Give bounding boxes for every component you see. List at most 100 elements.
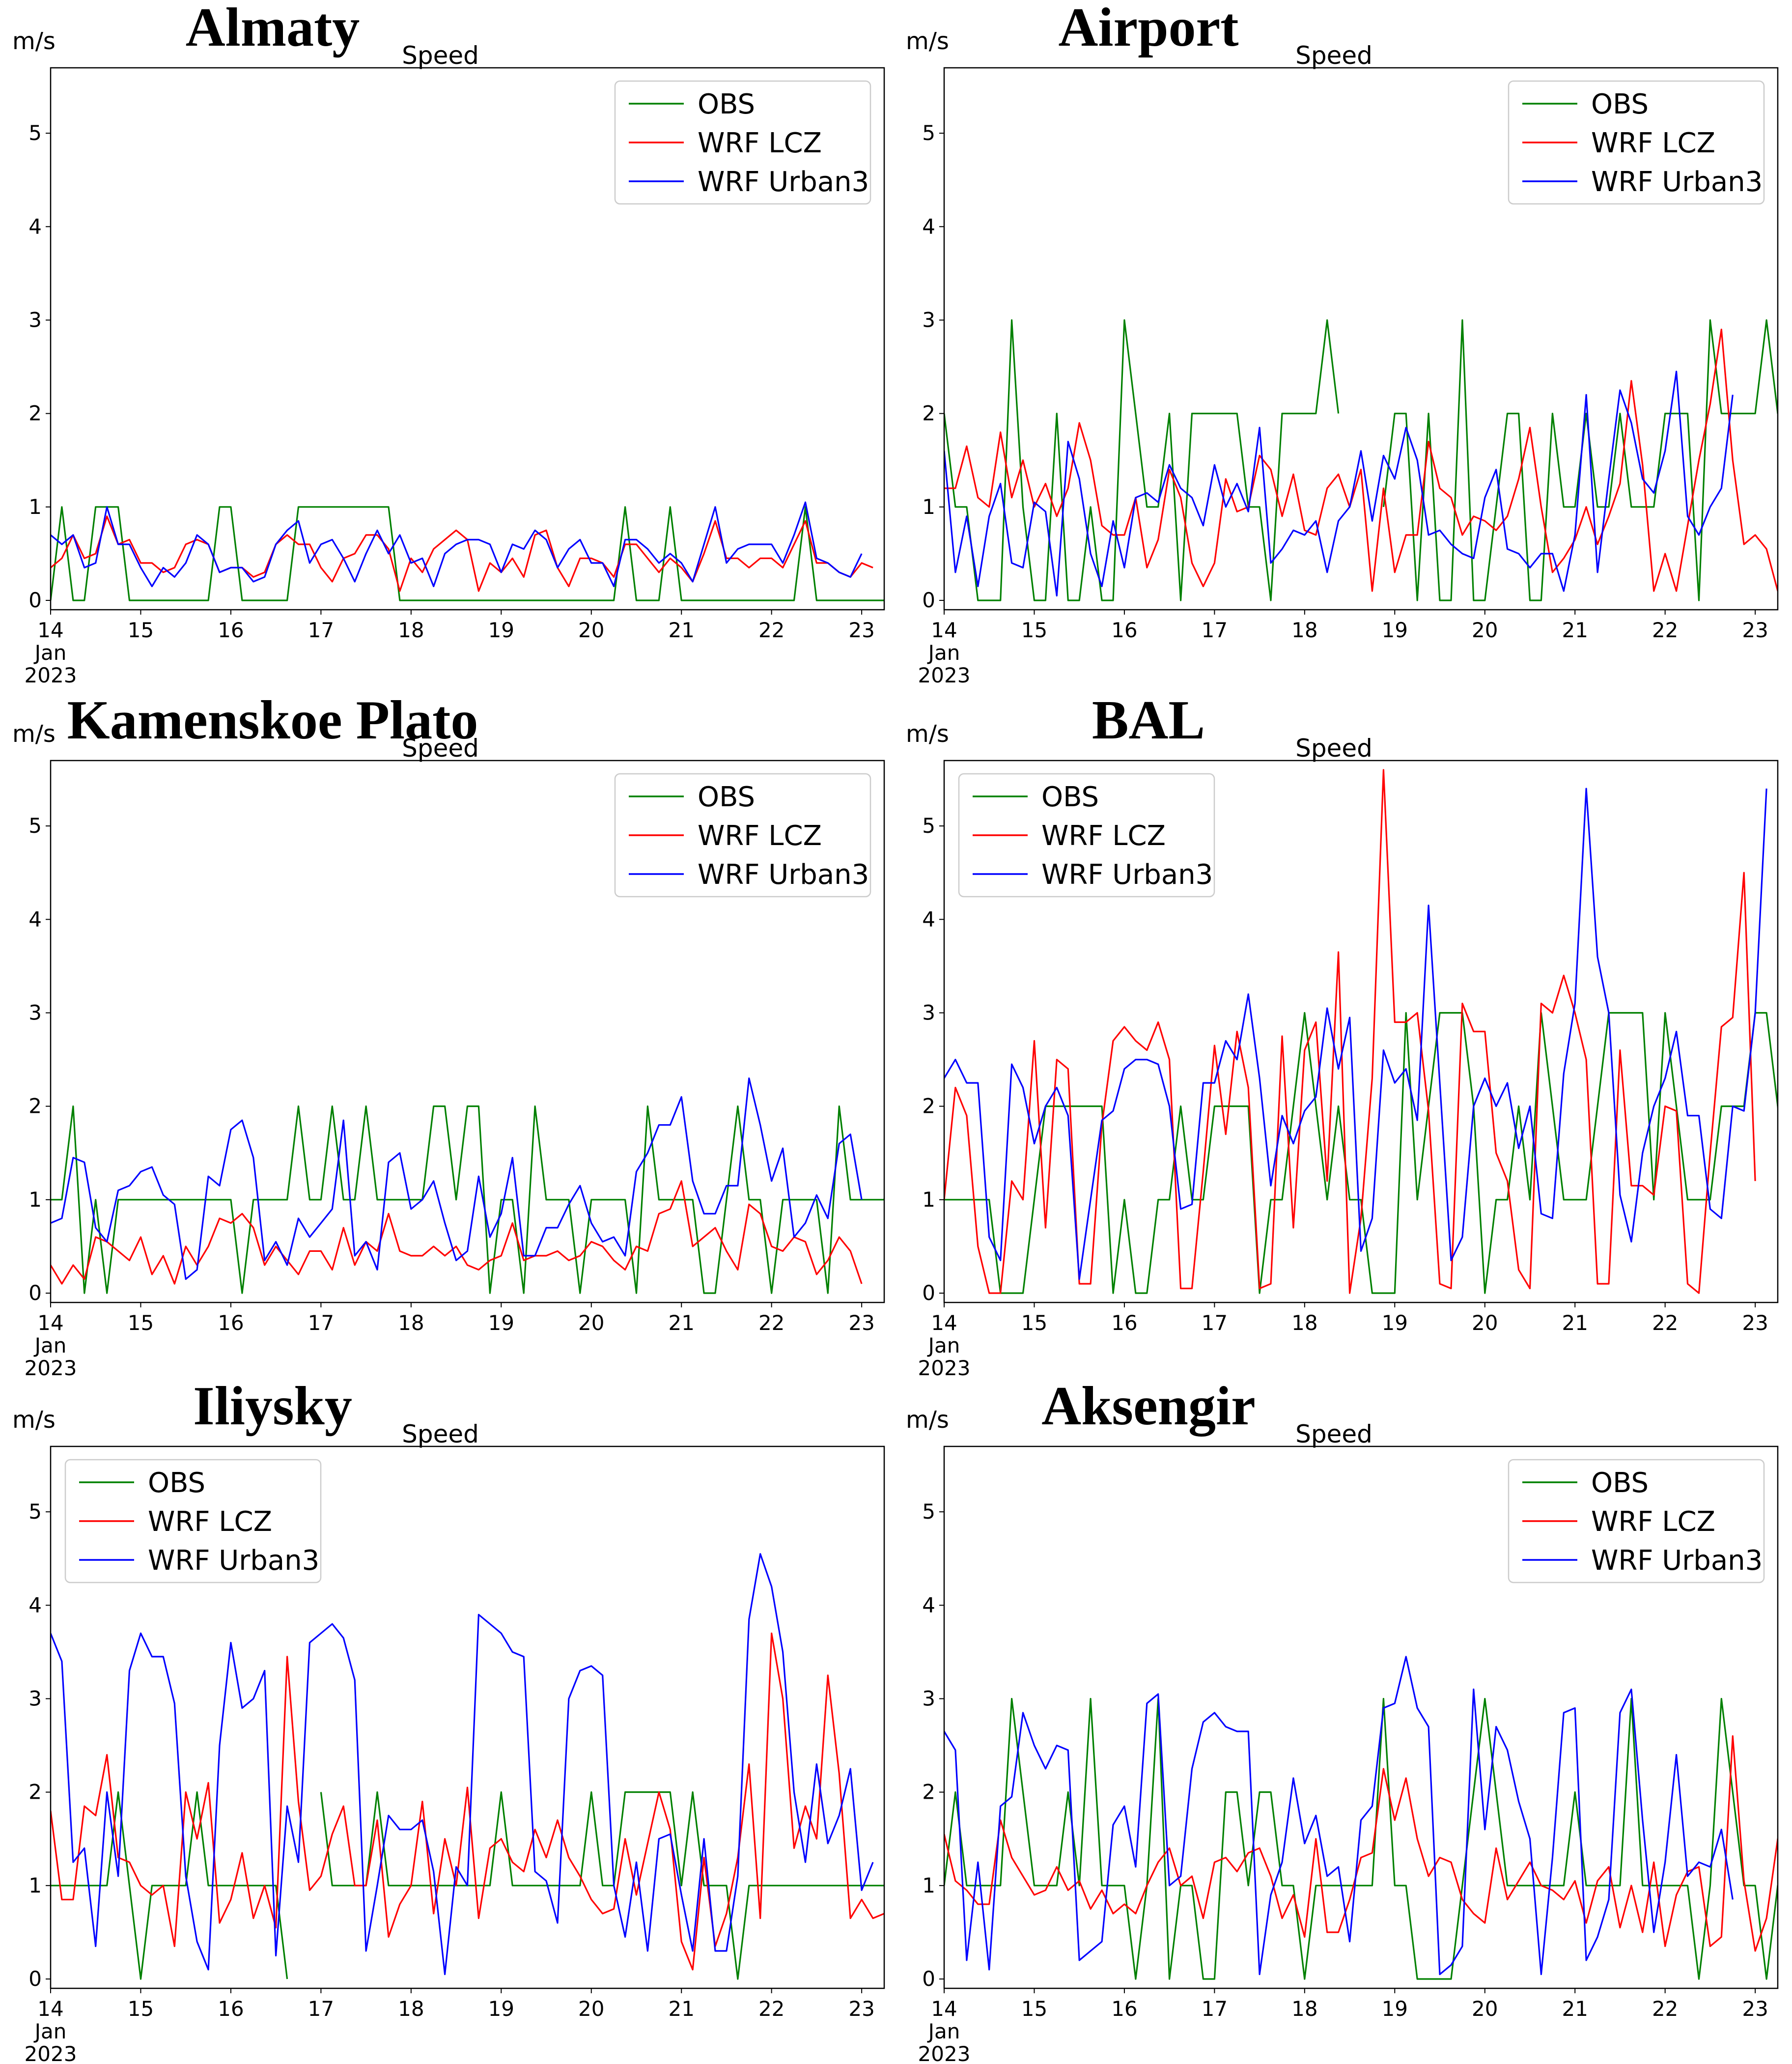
y-tick-label: 2 [922, 1094, 935, 1118]
legend-box [64, 1459, 322, 1583]
y-tick-label: 3 [28, 1686, 42, 1710]
x-tick-label: 14 [931, 618, 957, 642]
series-line-wrf-urban3 [944, 1656, 1734, 1976]
x-tick-sublabel: 2023 [25, 1356, 77, 1380]
y-tick-label: 2 [922, 1780, 935, 1804]
legend-label: OBS [1591, 88, 1649, 120]
plot-title: Speed [1295, 1420, 1372, 1448]
series-line-wrf-lcz [51, 1632, 884, 1971]
plot-title: Speed [402, 41, 479, 70]
x-tick-label: 21 [1562, 1311, 1588, 1335]
y-axis-unit: m/s [906, 720, 949, 748]
legend-label: WRF LCZ [698, 820, 822, 852]
x-tick-label: 23 [848, 1997, 874, 2021]
series-line-obs [944, 1697, 1778, 1980]
y-tick-label: 3 [28, 1000, 42, 1024]
legend-label: WRF Urban3 [698, 859, 869, 891]
series-line-wrf-lcz [51, 515, 873, 592]
x-tick-label: 15 [1021, 1311, 1047, 1335]
legend: OBS WRF LCZ WRF Urban3 [64, 1459, 322, 1583]
y-tick-label: 3 [922, 1686, 935, 1710]
y-axis-unit: m/s [12, 720, 56, 748]
x-tick-sublabel: Jan [33, 1333, 67, 1357]
legend-label: WRF LCZ [1591, 127, 1715, 159]
x-tick-sublabel: 2023 [918, 1356, 971, 1380]
x-tick-label: 19 [488, 1997, 514, 2021]
x-tick-label: 23 [848, 1311, 874, 1335]
y-tick-label: 5 [28, 121, 42, 145]
legend-box [1508, 1459, 1765, 1583]
x-tick-label: 18 [398, 1997, 424, 2021]
station-title: Kamenskoe Plato [67, 690, 478, 751]
y-tick-label: 0 [28, 1967, 42, 1991]
x-tick-sublabel: 2023 [25, 2042, 77, 2064]
x-tick-label: 16 [218, 1311, 244, 1335]
legend: OBS WRF LCZ WRF Urban3 [1508, 1459, 1765, 1583]
y-tick-label: 5 [922, 814, 935, 838]
x-tick-label: 14 [37, 1997, 63, 2021]
legend-label: OBS [148, 1467, 205, 1499]
legend-label: WRF Urban3 [148, 1545, 319, 1577]
x-tick-label: 17 [1202, 618, 1228, 642]
plot-title: Speed [1295, 41, 1372, 70]
x-tick-label: 22 [758, 618, 784, 642]
x-tick-sublabel: 2023 [25, 663, 77, 687]
x-tick-label: 20 [1472, 1997, 1498, 2021]
x-tick-label: 17 [1202, 1997, 1228, 2021]
x-tick-label: 21 [668, 1311, 694, 1335]
y-tick-label: 3 [922, 308, 935, 332]
y-tick-label: 0 [28, 1281, 42, 1305]
series-line-wrf-urban3 [51, 1077, 863, 1280]
x-tick-label: 19 [488, 618, 514, 642]
legend-label: WRF Urban3 [1041, 859, 1213, 891]
legend-label: WRF LCZ [1041, 820, 1166, 852]
y-tick-label: 1 [28, 1873, 42, 1897]
y-axis-unit: m/s [12, 28, 56, 55]
station-title: Aksengir [1041, 1376, 1256, 1437]
x-tick-label: 20 [578, 1311, 604, 1335]
x-tick-label: 22 [758, 1311, 784, 1335]
legend-box [958, 773, 1215, 898]
plot-title: Speed [402, 734, 479, 763]
series-line-wrf-urban3 [944, 370, 1734, 597]
y-axis-unit: m/s [906, 28, 949, 55]
axes-frame [50, 67, 885, 611]
x-tick-label: 21 [668, 1997, 694, 2021]
plot-title: Speed [1295, 734, 1372, 763]
x-tick-label: 23 [848, 618, 874, 642]
x-tick-label: 20 [1472, 618, 1498, 642]
x-tick-label: 22 [758, 1997, 784, 2021]
y-tick-label: 2 [28, 1094, 42, 1118]
y-tick-label: 4 [28, 907, 42, 931]
y-tick-label: 0 [922, 1281, 935, 1305]
x-tick-label: 14 [931, 1997, 957, 2021]
x-tick-label: 19 [488, 1311, 514, 1335]
x-tick-label: 18 [398, 618, 424, 642]
y-tick-label: 5 [28, 1499, 42, 1524]
y-tick-label: 1 [922, 495, 935, 519]
x-tick-label: 15 [128, 1997, 154, 2021]
series-line-wrf-urban3 [944, 788, 1767, 1280]
y-tick-label: 1 [28, 1188, 42, 1212]
x-tick-label: 15 [1021, 1997, 1047, 2021]
axes-frame [943, 1445, 1779, 1989]
series-line-wrf-lcz [51, 1180, 863, 1285]
x-tick-label: 16 [1111, 618, 1137, 642]
y-tick-label: 4 [28, 214, 42, 238]
x-tick-label: 23 [1742, 618, 1768, 642]
legend-box [614, 80, 871, 205]
x-tick-label: 21 [668, 618, 694, 642]
y-tick-label: 5 [922, 121, 935, 145]
x-tick-label: 20 [578, 618, 604, 642]
legend-label: OBS [1591, 1467, 1649, 1499]
x-tick-label: 16 [1111, 1311, 1137, 1335]
y-tick-label: 4 [922, 1593, 935, 1617]
x-tick-label: 14 [37, 618, 63, 642]
legend-box [1508, 80, 1765, 205]
series-line-obs [944, 319, 1778, 601]
station-title: Almaty [186, 0, 360, 58]
